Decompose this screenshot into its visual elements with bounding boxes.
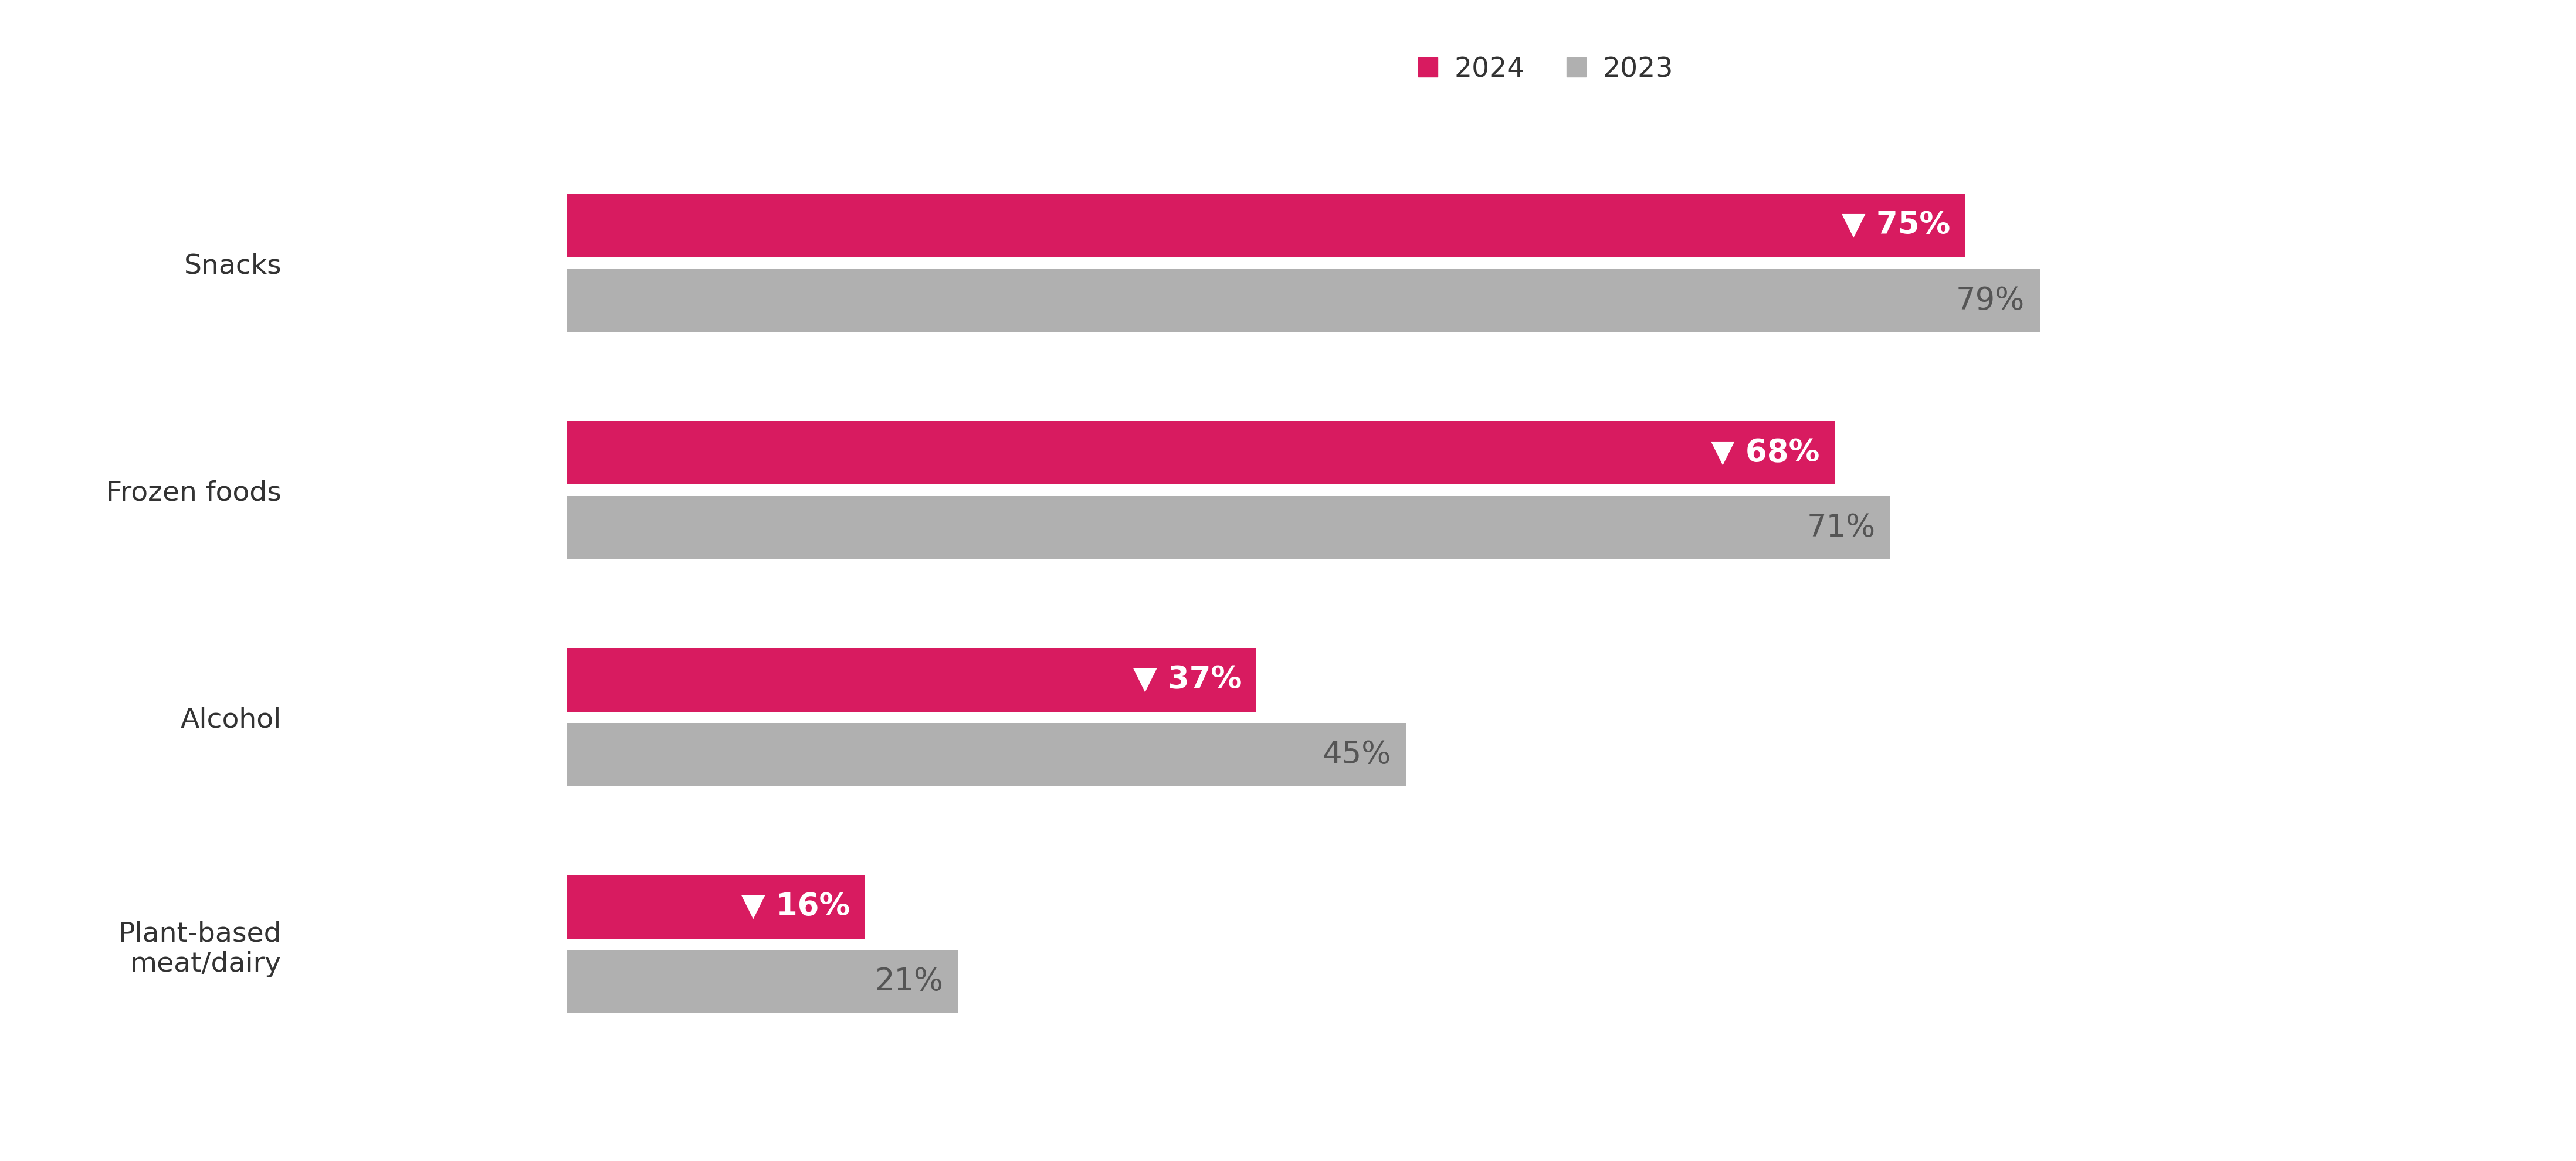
Text: 71%: 71% [1806, 512, 1875, 543]
Bar [567, 648, 1257, 712]
Bar [567, 950, 958, 1014]
Bar [567, 723, 1406, 786]
Text: 45%: 45% [1321, 740, 1391, 770]
Bar [567, 194, 1965, 258]
Text: ▼ 68%: ▼ 68% [1710, 438, 1819, 468]
Text: 79%: 79% [1955, 286, 2025, 316]
Bar [567, 875, 866, 938]
Text: ▼ 75%: ▼ 75% [1842, 210, 1950, 241]
Bar [567, 496, 1891, 560]
Text: ▼ 37%: ▼ 37% [1133, 664, 1242, 695]
Bar [567, 421, 1834, 484]
Bar [567, 269, 2040, 332]
Legend: 2024, 2023: 2024, 2023 [1406, 45, 1685, 94]
Text: 21%: 21% [876, 966, 943, 997]
Text: ▼ 16%: ▼ 16% [742, 892, 850, 922]
